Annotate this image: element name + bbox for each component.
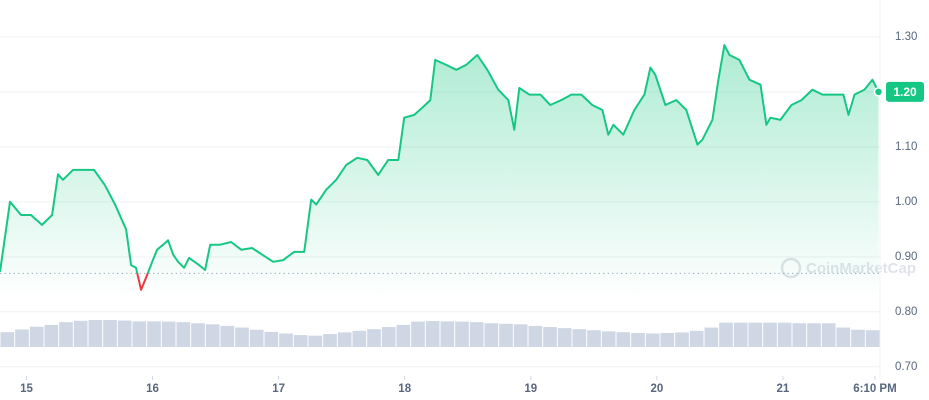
x-tick-label: 16	[146, 383, 159, 395]
volume-bar	[396, 324, 411, 347]
volume-bar	[631, 332, 645, 347]
volume-bar	[425, 321, 440, 347]
volume-bar	[587, 330, 601, 347]
volume-bar	[367, 329, 381, 347]
volume-bar	[88, 320, 103, 347]
volume-bar	[513, 324, 528, 347]
volume-bar	[616, 332, 631, 347]
volume-bar	[601, 331, 616, 347]
volume-bar	[308, 335, 323, 347]
volume-bar	[660, 332, 675, 347]
volume-bar	[132, 321, 147, 347]
volume-bar	[763, 322, 777, 347]
y-tick-label: 0.80	[895, 306, 917, 318]
volume-bar	[851, 329, 865, 347]
volume-bar	[719, 322, 733, 347]
volume-bar	[499, 323, 513, 347]
x-tick-label: 15	[20, 383, 33, 395]
volume-bar	[191, 323, 205, 347]
volume-bar	[572, 329, 587, 347]
volume-bar	[704, 327, 719, 347]
volume-bar	[220, 325, 235, 347]
volume-bar	[675, 332, 689, 347]
volume-bar	[352, 330, 367, 347]
y-tick-label: 1.30	[895, 31, 917, 43]
volume-bar	[469, 322, 484, 347]
price-line	[0, 44, 880, 291]
volume-bar	[264, 331, 279, 347]
volume-bar	[411, 321, 425, 347]
x-tick-label: 18	[398, 383, 411, 395]
volume-bar	[117, 320, 132, 347]
volume-bar	[279, 333, 293, 347]
volume-bar	[748, 322, 763, 347]
price-tag: 1.20	[893, 85, 917, 99]
volume-bar	[323, 334, 337, 347]
volume-bar	[103, 320, 117, 347]
volume-bar	[821, 323, 836, 347]
y-tick-label: 0.70	[895, 361, 917, 373]
volume-bar	[543, 327, 557, 347]
volume-bar	[59, 322, 73, 347]
y-tick-label: 1.10	[895, 141, 917, 153]
volume-bar	[689, 330, 704, 347]
volume-bar	[147, 321, 161, 347]
volume-bar	[777, 322, 792, 347]
volume-bar	[440, 321, 455, 347]
volume-bar	[484, 323, 499, 347]
price-tag-box	[886, 81, 924, 102]
volume-bar	[73, 320, 88, 347]
volume-bar	[865, 330, 880, 347]
volume-bar	[0, 332, 15, 347]
volume-bar	[249, 329, 264, 347]
volume-bar	[557, 328, 572, 347]
volume-bar	[836, 327, 851, 347]
volume-bar	[807, 323, 821, 347]
volume-bar	[337, 332, 352, 347]
y-tick-label: 0.90	[895, 251, 917, 263]
volume-bar	[381, 327, 396, 347]
volume-bar	[176, 322, 191, 347]
last-point	[873, 87, 884, 97]
volume-bar	[29, 326, 44, 347]
volume-bar	[455, 321, 469, 347]
x-tick-label: 20	[650, 383, 663, 395]
x-tick-label: 6:10 PM	[853, 383, 896, 395]
volume-bar	[528, 325, 543, 347]
volume-bar	[205, 324, 220, 347]
volume-bar	[235, 327, 249, 347]
volume-bar	[15, 329, 29, 347]
volume-bar	[733, 322, 748, 347]
x-tick-label: 19	[524, 383, 537, 395]
volume-bar	[792, 323, 807, 347]
x-tick-label: 21	[777, 383, 790, 395]
volume-bar	[161, 321, 176, 347]
price-area	[0, 45, 879, 300]
volume-bar	[293, 335, 308, 347]
y-tick-label: 1.00	[895, 196, 917, 208]
x-tick-label: 17	[272, 383, 285, 395]
volume-bar	[44, 324, 59, 347]
volume-bar	[645, 333, 660, 347]
